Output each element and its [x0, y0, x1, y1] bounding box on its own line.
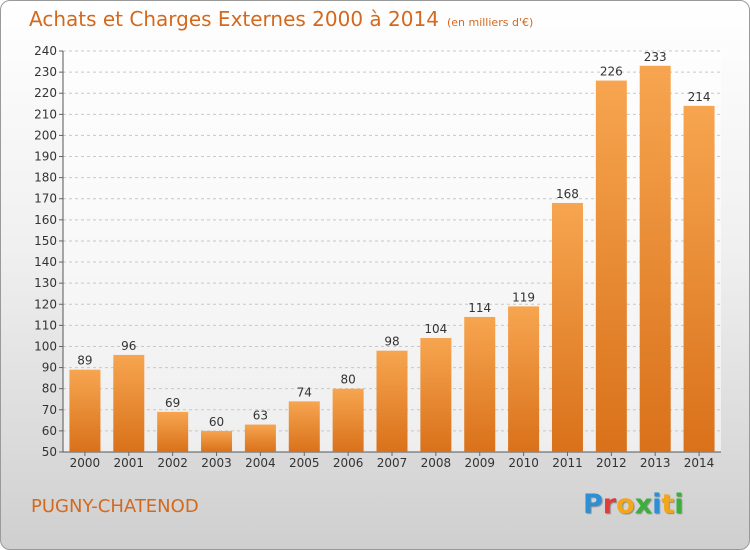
data-label: 89	[77, 354, 92, 368]
x-tick-label: 2007	[377, 456, 408, 470]
proxiti-logo: Proxiti	[583, 489, 684, 520]
data-label: 74	[297, 385, 312, 399]
y-tick-label: 190	[34, 150, 57, 164]
y-tick-label: 240	[34, 44, 57, 58]
x-tick-label: 2004	[245, 456, 276, 470]
data-label: 96	[121, 339, 136, 353]
data-label: 69	[165, 396, 180, 410]
y-tick-label: 200	[34, 128, 57, 142]
y-tick-label: 170	[34, 192, 57, 206]
logo-letter: o	[616, 489, 635, 520]
bar	[464, 316, 496, 452]
data-label: 214	[688, 90, 711, 104]
y-tick-label: 60	[42, 424, 57, 438]
y-tick-label: 160	[34, 213, 57, 227]
y-tick-label: 130	[34, 276, 57, 290]
bar	[508, 306, 540, 452]
x-tick-label: 2008	[421, 456, 452, 470]
data-label: 98	[384, 335, 399, 349]
logo-letter: i	[674, 489, 684, 520]
logo-letter: P	[583, 489, 603, 520]
bar	[288, 401, 320, 452]
bar	[332, 388, 364, 452]
bar	[420, 338, 452, 452]
bar	[244, 424, 276, 452]
bar	[595, 80, 627, 453]
bar	[113, 354, 145, 452]
y-tick-label: 50	[42, 445, 57, 459]
data-label: 63	[253, 409, 268, 423]
x-tick-label: 2002	[157, 456, 188, 470]
x-tick-label: 2005	[289, 456, 320, 470]
logo-letter: i	[652, 489, 662, 520]
data-label: 119	[512, 290, 535, 304]
y-tick-label: 220	[34, 86, 57, 100]
y-tick-label: 90	[42, 361, 57, 375]
y-tick-label: 80	[42, 382, 57, 396]
data-label: 114	[468, 301, 491, 315]
data-label: 233	[644, 50, 667, 64]
y-tick-label: 70	[42, 403, 57, 417]
bar	[683, 105, 715, 452]
x-tick-label: 2011	[552, 456, 583, 470]
chart-subtitle: (en milliers d'€)	[446, 16, 534, 29]
x-tick-label: 2003	[201, 456, 232, 470]
x-tick-label: 2000	[70, 456, 101, 470]
y-tick-label: 100	[34, 339, 57, 353]
logo-letter: x	[634, 489, 653, 520]
y-tick-label: 120	[34, 297, 57, 311]
chart-title-text: Achats et Charges Externes 2000 à 2014	[29, 7, 439, 31]
chart-title: Achats et Charges Externes 2000 à 2014 (e…	[29, 7, 533, 31]
x-tick-label: 2014	[684, 456, 715, 470]
y-tick-label: 150	[34, 234, 57, 248]
logo-letter: r	[602, 489, 617, 520]
x-tick-label: 2006	[333, 456, 364, 470]
logo-letter: t	[661, 489, 675, 520]
x-tick-label: 2012	[596, 456, 627, 470]
bar	[639, 65, 671, 452]
y-tick-label: 210	[34, 107, 57, 121]
data-label: 168	[556, 187, 579, 201]
y-tick-label: 180	[34, 171, 57, 185]
bar	[69, 369, 101, 452]
x-tick-label: 2010	[508, 456, 539, 470]
y-tick-label: 110	[34, 318, 57, 332]
bar	[551, 202, 583, 452]
data-label: 226	[600, 65, 623, 79]
x-tick-label: 2013	[640, 456, 671, 470]
data-label: 60	[209, 415, 224, 429]
bar	[201, 430, 233, 452]
y-tick-label: 140	[34, 255, 57, 269]
x-tick-label: 2001	[114, 456, 145, 470]
bar	[157, 411, 189, 452]
x-tick-label: 2009	[464, 456, 495, 470]
bar	[376, 350, 408, 452]
data-label: 104	[424, 322, 447, 336]
town-name: PUGNY-CHATENOD	[31, 496, 199, 517]
y-tick-label: 230	[34, 65, 57, 79]
data-label: 80	[340, 373, 355, 387]
